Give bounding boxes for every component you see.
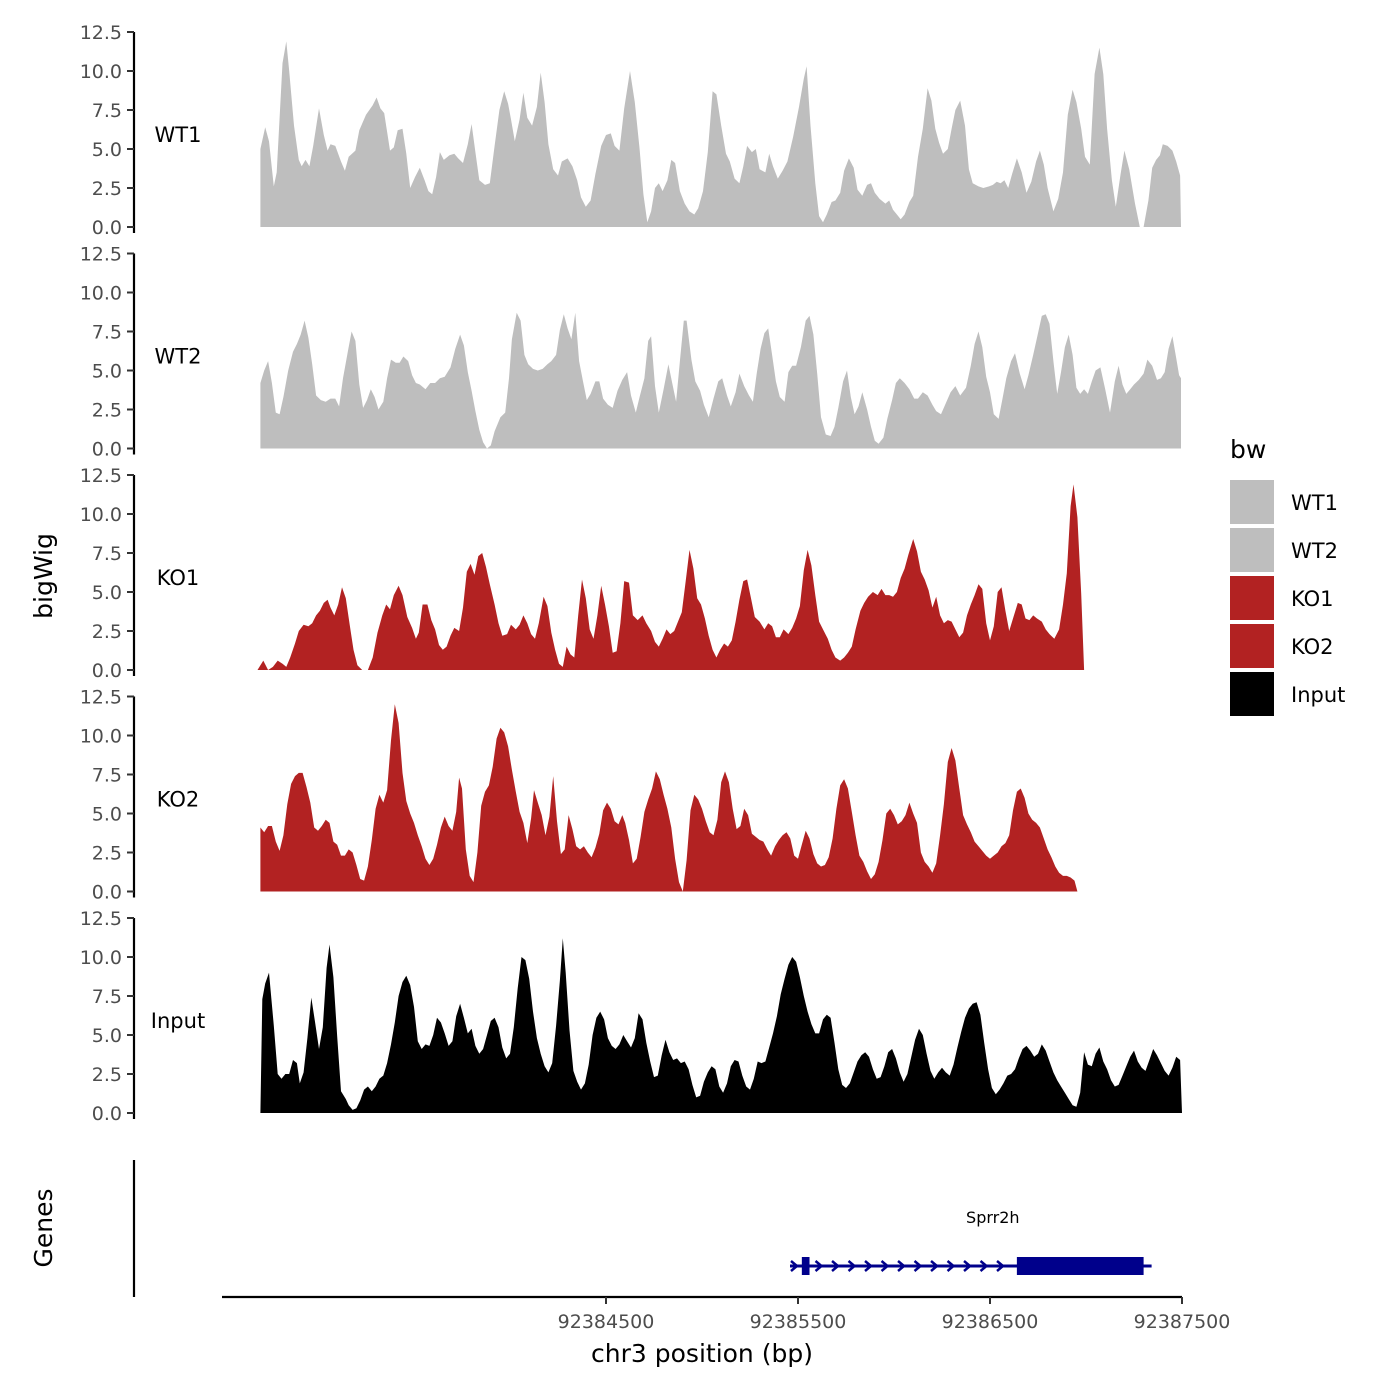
track-label-wt2: WT2 xyxy=(155,345,202,369)
y-tick-label: 0.0 xyxy=(92,439,122,461)
strand-arrow xyxy=(790,1260,799,1272)
track-ko1: 0.0 2.5 5.0 7.5 10.0 12.5 KO1 xyxy=(80,465,1085,682)
track-wt2: 0.0 2.5 5.0 7.5 10.0 12.5 WT2 xyxy=(80,244,1181,461)
strand-arrow xyxy=(996,1260,1005,1272)
legend-swatch-wt2 xyxy=(1230,528,1274,572)
track-label-input: Input xyxy=(151,1009,205,1033)
strand-arrow xyxy=(963,1260,972,1272)
y-tick-label: 5.0 xyxy=(92,804,122,826)
strand-arrow xyxy=(864,1260,873,1272)
area-input xyxy=(260,938,1182,1113)
track-ko2: 0.0 2.5 5.0 7.5 10.0 12.5 KO2 xyxy=(80,687,1078,904)
x-tick-label: 92384500 xyxy=(558,1311,655,1333)
x-axis: 92384500 92385500 92386500 92387500 xyxy=(222,1295,1231,1333)
legend-title: bw xyxy=(1230,435,1266,464)
area-wt2 xyxy=(260,312,1181,449)
y-tick-label: 0.0 xyxy=(92,660,122,682)
y-tick-label: 12.5 xyxy=(80,908,122,930)
y-tick-label: 7.5 xyxy=(92,986,122,1008)
legend-swatch-ko1 xyxy=(1230,576,1274,620)
coverage-tracks: 0.0 2.5 5.0 7.5 10.0 12.5 WT1 0.0 2.5 5.0 7.5 10.0 1… xyxy=(80,22,1182,1125)
strand-arrow xyxy=(880,1260,890,1272)
legend-label-input: Input xyxy=(1291,683,1345,707)
y-tick-label: 12.5 xyxy=(80,687,122,709)
strand-arrow xyxy=(913,1260,923,1272)
legend-swatch-wt1 xyxy=(1230,480,1274,524)
legend-label-wt1: WT1 xyxy=(1291,491,1338,515)
gene-name-label: Sprr2h xyxy=(966,1208,1020,1227)
y-tick-label: 2.5 xyxy=(92,1064,122,1086)
strand-arrow xyxy=(897,1260,906,1272)
area-ko1 xyxy=(257,484,1085,670)
y-tick-label: 12.5 xyxy=(80,244,122,266)
y-tick-label: 7.5 xyxy=(92,543,122,565)
legend-label-ko1: KO1 xyxy=(1291,587,1334,611)
track-label-wt1: WT1 xyxy=(155,123,202,147)
y-tick-label: 2.5 xyxy=(92,400,122,422)
y-tick-label: 12.5 xyxy=(80,22,122,44)
track-wt1: 0.0 2.5 5.0 7.5 10.0 12.5 WT1 xyxy=(80,22,1181,239)
area-wt1 xyxy=(260,41,1181,228)
legend-swatch-input xyxy=(1230,672,1274,716)
x-axis-title: chr3 position (bp) xyxy=(591,1339,813,1368)
legend-label-ko2: KO2 xyxy=(1291,635,1334,659)
legend: bw WT1 WT2 KO1 KO2 Input xyxy=(1230,435,1345,716)
strand-arrow xyxy=(831,1260,840,1272)
y-tick-label: 0.0 xyxy=(92,1103,122,1125)
y-tick-label: 5.0 xyxy=(92,361,122,383)
y-tick-label: 2.5 xyxy=(92,178,122,200)
y-tick-label: 0.0 xyxy=(92,217,122,239)
legend-label-wt2: WT2 xyxy=(1291,539,1338,563)
gene-panel: Sprr2h xyxy=(132,1160,1152,1297)
y-tick-label: 5.0 xyxy=(92,582,122,604)
legend-swatch-ko2 xyxy=(1230,624,1274,668)
track-label-ko1: KO1 xyxy=(157,566,200,590)
y-axis-title: bigWig xyxy=(29,533,58,619)
strand-arrow xyxy=(814,1260,824,1272)
gene-exon xyxy=(1016,1257,1144,1275)
track-label-ko2: KO2 xyxy=(157,788,200,812)
strand-arrow xyxy=(979,1260,989,1272)
y-tick-label: 7.5 xyxy=(92,765,122,787)
y-tick-label: 7.5 xyxy=(92,100,122,122)
y-tick-label: 10.0 xyxy=(80,504,122,526)
y-tick-label: 10.0 xyxy=(80,61,122,83)
x-tick-label: 92387500 xyxy=(1134,1311,1231,1333)
strand-arrow xyxy=(847,1260,857,1272)
strand-arrow xyxy=(930,1260,939,1272)
area-ko2 xyxy=(260,704,1078,892)
gene-exon xyxy=(801,1257,810,1275)
y-tick-label: 12.5 xyxy=(80,465,122,487)
x-tick-label: 92385500 xyxy=(750,1311,847,1333)
gene-panel-title: Genes xyxy=(29,1188,58,1267)
y-tick-label: 2.5 xyxy=(92,843,122,865)
y-tick-label: 2.5 xyxy=(92,621,122,643)
track-input: 0.0 2.5 5.0 7.5 10.0 12.5 Input xyxy=(80,908,1182,1125)
y-tick-label: 5.0 xyxy=(92,139,122,161)
y-tick-label: 10.0 xyxy=(80,947,122,969)
y-tick-label: 0.0 xyxy=(92,882,122,904)
y-tick-label: 10.0 xyxy=(80,726,122,748)
strand-arrow xyxy=(946,1260,956,1272)
x-tick-label: 92386500 xyxy=(942,1311,1039,1333)
y-tick-label: 5.0 xyxy=(92,1025,122,1047)
y-tick-label: 7.5 xyxy=(92,322,122,344)
y-tick-label: 10.0 xyxy=(80,283,122,305)
